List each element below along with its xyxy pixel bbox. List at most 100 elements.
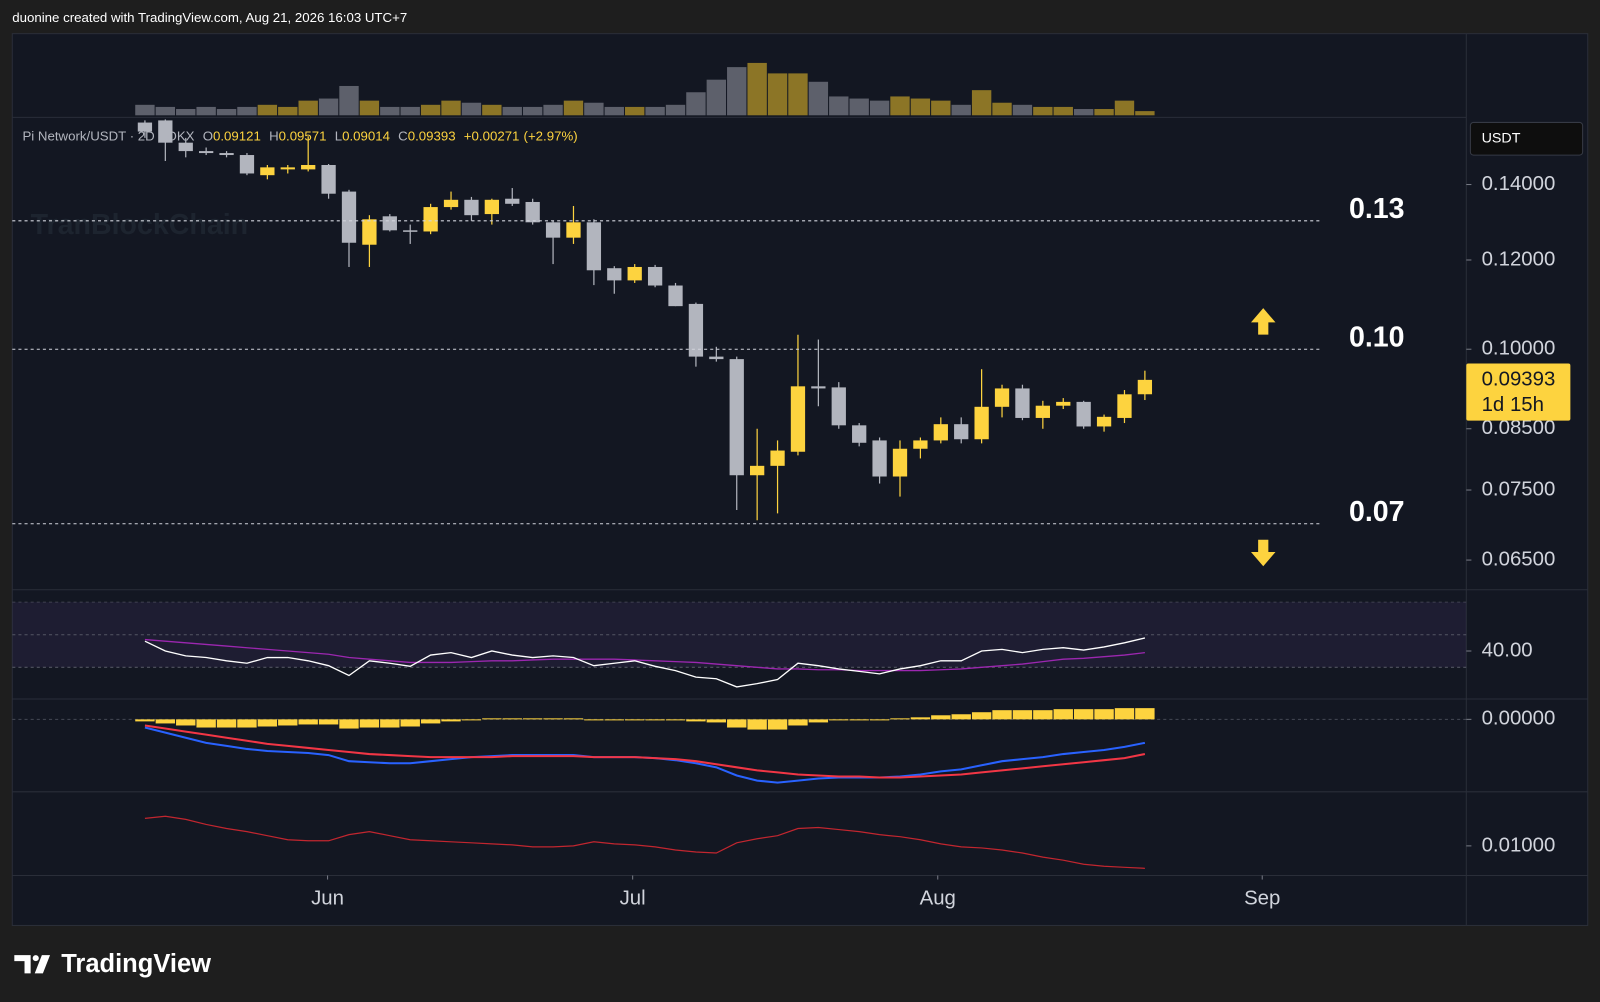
macd-histogram-bar	[1135, 708, 1155, 720]
y-tick-label: 0.00000	[1482, 708, 1556, 730]
macd-histogram-bar	[196, 719, 216, 728]
volume-bar	[359, 100, 380, 116]
brand: TradingView	[61, 950, 211, 978]
logo-part	[32, 955, 39, 962]
volume-bar	[318, 98, 339, 116]
candle-body	[199, 151, 214, 154]
volume-bar	[380, 106, 400, 116]
macd-histogram-bar	[420, 719, 441, 724]
volume-pane	[135, 62, 1155, 116]
legend-item: 0.09393	[408, 128, 456, 143]
candle-body	[913, 440, 928, 449]
volume-bar	[482, 104, 502, 116]
candle-body	[260, 167, 275, 176]
volume-bar	[890, 96, 910, 116]
macd-histogram-bar	[339, 719, 359, 729]
macd-histogram-bar	[747, 719, 767, 730]
volume-bar	[400, 106, 420, 116]
atr-pane	[144, 815, 1145, 869]
rsi-pane	[12, 601, 1467, 688]
volume-bar	[727, 67, 747, 116]
volume-bar	[155, 106, 176, 116]
candle-body	[1137, 379, 1153, 395]
macd-histogram-bar	[563, 718, 584, 720]
candle-body	[688, 303, 704, 357]
volume-bar	[543, 104, 563, 116]
macd-histogram-bar	[604, 719, 624, 721]
candle-body	[586, 222, 602, 271]
macd-histogram-bar	[849, 719, 869, 721]
macd-histogram-bar	[1033, 710, 1053, 720]
candle-body	[790, 386, 806, 452]
macd-histogram-bar	[482, 718, 502, 720]
macd-histogram-bar	[298, 719, 318, 725]
x-tick-label: Sep	[1244, 887, 1280, 909]
macd-histogram-bar	[625, 719, 645, 721]
candle-body	[137, 122, 153, 132]
volume-bar	[992, 102, 1012, 116]
macd-histogram-bar	[767, 719, 788, 730]
volume-bar	[420, 104, 441, 116]
legend-item: H	[269, 128, 279, 143]
volume-bar	[1033, 106, 1053, 116]
candle-body	[178, 142, 193, 152]
candle-body	[443, 199, 459, 208]
candle-body	[280, 167, 295, 170]
last-price-box	[1466, 363, 1571, 421]
currency-box[interactable]	[1469, 121, 1584, 156]
legend-item: O	[203, 128, 213, 143]
legend-item: +0.00271	[464, 128, 520, 143]
logo-part	[34, 955, 51, 974]
volume-bar	[1073, 109, 1094, 116]
volume-bar	[869, 100, 890, 116]
volume-bar	[441, 100, 461, 116]
candle-body	[239, 155, 255, 174]
macd-histogram-bar	[400, 719, 420, 727]
volume-bar	[604, 106, 624, 116]
macd-histogram-bar	[1094, 709, 1114, 720]
y-tick-label: 40.00	[1482, 639, 1533, 661]
macd-histogram-bar	[686, 719, 706, 722]
macd-histogram-bar	[176, 719, 196, 726]
candle-body	[525, 201, 540, 223]
candle-body	[566, 222, 581, 238]
currency: USDT	[1482, 131, 1521, 147]
candle-body	[729, 359, 744, 476]
rsi-band	[12, 602, 1467, 668]
macd-histogram-bar	[1012, 710, 1033, 720]
macd-histogram-bar	[665, 719, 686, 721]
volume-bar	[951, 104, 971, 116]
candle-body	[1015, 388, 1030, 418]
x-tick-label: Jun	[311, 887, 344, 909]
level-label: 0.07	[1349, 496, 1405, 528]
candle-body	[1056, 401, 1071, 406]
legend-item: (+2.97%)	[524, 128, 578, 143]
candle-body	[219, 153, 234, 156]
volume-bar	[686, 92, 706, 116]
volume-bar	[625, 106, 645, 116]
macd-histogram-bar	[380, 719, 400, 728]
volume-bar	[829, 96, 849, 116]
macd-histogram-bar	[992, 710, 1012, 720]
volume-bar	[502, 106, 522, 116]
y-tick-label: 0.10000	[1482, 338, 1556, 360]
attribution: duonine created with TradingView.com, Au…	[12, 10, 407, 25]
level-label: 0.10	[1349, 322, 1405, 354]
last-price: 0.09393	[1482, 368, 1556, 390]
candle-body	[750, 465, 765, 476]
macd-histogram-bar	[543, 718, 563, 720]
y-tick-label: 0.12000	[1482, 248, 1556, 270]
price-pane	[137, 119, 1153, 521]
candle-body	[362, 219, 377, 245]
volume-bar	[196, 106, 216, 116]
chart-area	[11, 33, 1589, 926]
candle-body	[974, 406, 989, 440]
candle-body	[770, 450, 785, 466]
volume-bar	[176, 109, 196, 116]
volume-bar	[257, 104, 278, 116]
macd-histogram-bar	[155, 719, 176, 724]
y-tick-label: 0.01000	[1482, 834, 1556, 856]
candle-body	[1076, 401, 1091, 427]
candle-body	[831, 387, 846, 426]
